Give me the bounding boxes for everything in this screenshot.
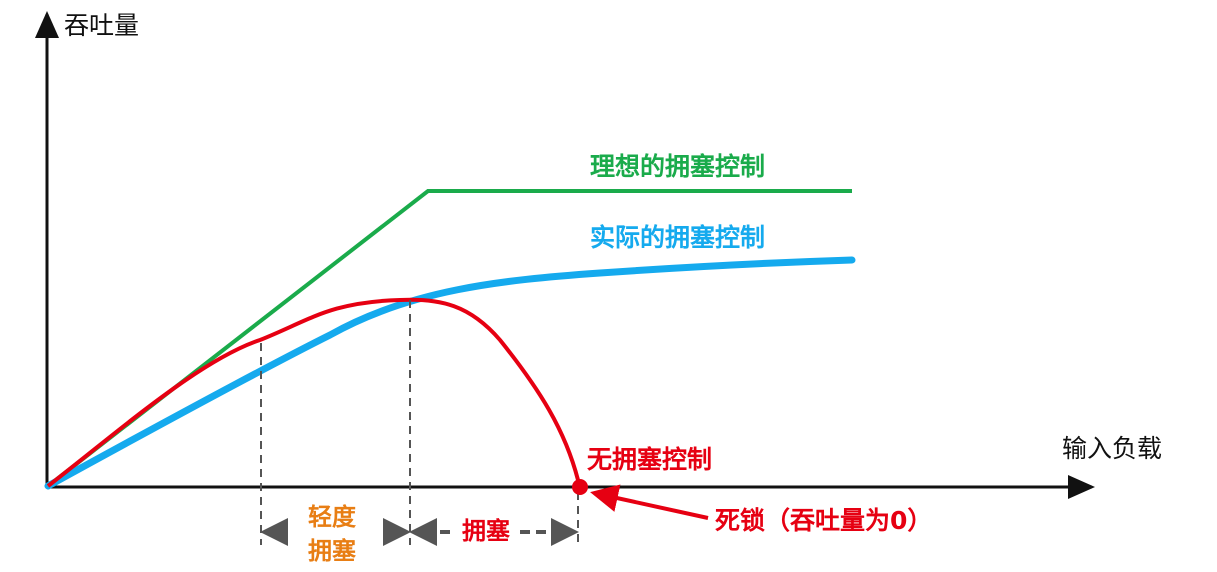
deadlock-arrow	[590, 484, 709, 520]
deadlock-point	[572, 479, 588, 495]
light-congestion-label-line1: 轻度	[308, 503, 356, 531]
ideal-curve-label: 理想的拥塞控制	[590, 152, 766, 181]
deadlock-label: 死锁（吞吐量为0）	[715, 506, 933, 535]
actual-curve-label: 实际的拥塞控制	[590, 223, 766, 252]
y-axis-label: 吞吐量	[64, 11, 140, 40]
x-axis-label: 输入负载	[1062, 434, 1163, 463]
light-congestion-label-line2: 拥塞	[308, 537, 356, 565]
no-control-curve-label: 无拥塞控制	[587, 445, 713, 474]
actual-curve	[44, 256, 856, 490]
congestion-label: 拥塞	[462, 517, 510, 545]
no-control-curve	[46, 297, 580, 488]
